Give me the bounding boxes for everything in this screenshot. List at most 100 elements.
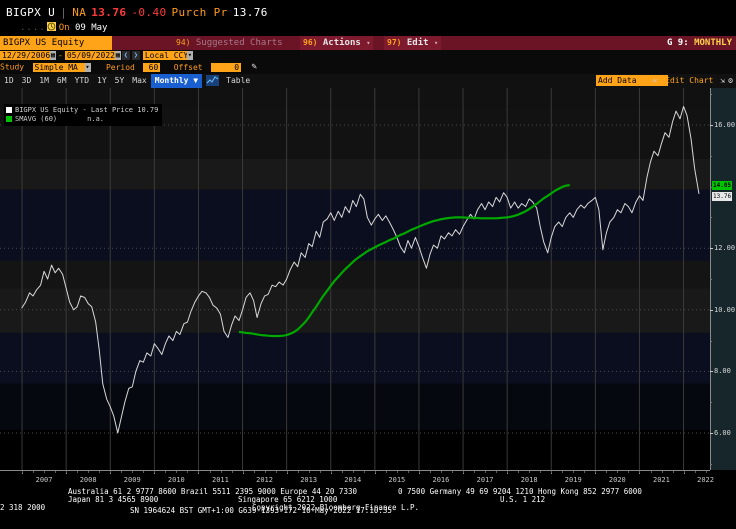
interval-selector-bar: 1D 3D 1M 6M YTD 1Y 5Y Max Monthly ▼ Table Add Dat… (0, 74, 736, 89)
x-tick-minor (176, 471, 178, 473)
x-tick-label: 2009 (123, 476, 141, 484)
interval-dropdown-monthly[interactable]: Monthly ▼ (150, 74, 203, 88)
pencil-icon[interactable]: ✎ (251, 62, 257, 72)
line-chart-icon[interactable] (206, 75, 220, 86)
x-tick-minor (474, 471, 476, 473)
expand-icon[interactable]: ⇲ (720, 76, 726, 85)
edit-chart-button[interactable]: Edit Chart (665, 76, 714, 85)
footer-contacts-line1-left: Australia 61 2 9777 8600 Brazil 5511 239… (68, 487, 357, 496)
legend-series1-name: BIGPX US Equity (15, 106, 79, 114)
x-tick-minor (187, 471, 189, 473)
footer-contacts-line2-right: U.S. 1 212 (500, 495, 546, 504)
y-axis[interactable]: 14.05 13.76 16.00 12.00 10.00 8.00 6.00 (710, 88, 736, 470)
x-tick-minor (639, 471, 641, 473)
x-tick-minor (374, 471, 376, 473)
footer-copyright: Copyright 2022 Bloomberg Finance L.P. (252, 503, 420, 512)
x-tick-minor (683, 471, 685, 473)
security-ticker[interactable]: BIGPX U (6, 6, 56, 19)
x-tick-minor (363, 471, 365, 473)
currency-select[interactable]: Local CCY (142, 51, 189, 60)
x-tick-minor (540, 471, 542, 473)
period-button-1m[interactable]: 1M (39, 76, 49, 85)
x-tick-minor (209, 471, 211, 473)
period-button-1y[interactable]: 1Y (97, 76, 107, 85)
edit-label: Edit (406, 38, 429, 48)
period-button-1d[interactable]: 1D (4, 76, 14, 85)
legend-series2-value: n.a. (87, 115, 105, 123)
edit-menu-button[interactable]: 97) Edit ▾ (384, 36, 442, 50)
offset-input[interactable]: 0 (211, 62, 242, 72)
x-tick-minor (154, 471, 156, 473)
period-button-3d[interactable]: 3D (21, 76, 32, 85)
interval-label: Monthly (154, 76, 189, 85)
x-tick-minor (573, 471, 575, 473)
y-tick-minor (710, 186, 712, 188)
as-of-line: .... On 09 May (20, 22, 107, 34)
screen-mode: MONTHLY (694, 38, 732, 48)
footer-contacts-line2-cont: 2 318 2000 (0, 503, 46, 512)
table-view-button[interactable]: Table (226, 76, 251, 85)
title-ticker-field[interactable]: BIGPX US Equity (0, 36, 112, 50)
study-row: Study Simple MA ▾ Period 60 Offset 0 ✎ (0, 62, 257, 73)
y-tick-label: 12.00 (714, 244, 736, 253)
x-tick-label: 2013 (300, 476, 318, 484)
x-tick-label: 2019 (564, 476, 582, 484)
calendar-icon-from[interactable]: ▦ (50, 51, 56, 60)
x-axis[interactable]: 2007 2008 2009 2010 2011 2012 2013 2014 2015 2016… (0, 470, 736, 486)
y-tick-minor (710, 402, 712, 404)
chevron-down-icon: ▼ (193, 76, 199, 85)
suggested-charts-number: 94) (176, 38, 191, 47)
x-tick-minor (121, 471, 123, 473)
actions-number: 96) (303, 38, 318, 47)
add-data-input[interactable]: Add Data (596, 75, 668, 86)
quote-currency: NA (72, 6, 87, 19)
study-dropdown-icon[interactable]: ▾ (84, 62, 91, 72)
ma-price-tag: 14.05 (712, 181, 733, 191)
period-label: Period (105, 62, 135, 72)
calendar-icon-to[interactable]: ▦ (114, 51, 121, 60)
y-tick-label: 10.00 (714, 305, 736, 314)
y-tick-mark (710, 309, 713, 311)
x-tick-label: 2015 (388, 476, 406, 484)
suggested-charts-button[interactable]: 94) Suggested Charts (176, 36, 283, 50)
x-tick-minor (463, 471, 464, 473)
x-tick-label: 2014 (344, 476, 362, 484)
x-tick-minor (396, 471, 398, 473)
slash-separator: / (660, 76, 666, 85)
period-button-max[interactable]: Max (132, 76, 147, 85)
plot-canvas[interactable] (0, 88, 710, 470)
function-title-bar: BIGPX US Equity 94) Suggested Charts 96)… (0, 36, 736, 50)
range-prev-button[interactable]: ❮ (121, 51, 130, 60)
range-next-button[interactable]: ❯ (131, 51, 140, 60)
x-tick-label: 2016 (432, 476, 450, 484)
gear-icon[interactable]: ⚙ (728, 76, 733, 85)
period-button-5y[interactable]: 5Y (114, 76, 125, 85)
security-header: BIGPX U | NA 13.76 -0.40 Purch Pr 13.76 .... On… (0, 0, 736, 36)
date-range-dash: - (58, 51, 63, 60)
study-select[interactable]: Simple MA (32, 62, 85, 72)
x-tick-minor (617, 471, 619, 473)
period-button-6m[interactable]: 6M (56, 76, 67, 85)
period-input[interactable]: 60 (143, 62, 161, 72)
x-tick-minor (694, 471, 696, 473)
study-label: Study (0, 62, 25, 72)
period-button-ytd[interactable]: YTD (74, 76, 90, 85)
date-from-input[interactable]: 12/29/2006 (0, 51, 51, 60)
x-tick-minor (55, 471, 57, 473)
currency-dropdown-icon[interactable]: ▾ (186, 51, 193, 60)
x-tick-minor (143, 471, 145, 473)
as-of-date: 09 May (74, 23, 108, 33)
x-tick-minor (286, 471, 288, 473)
x-tick-minor (319, 471, 321, 473)
x-tick-minor (22, 471, 23, 473)
collapse-icon[interactable]: « (652, 76, 658, 85)
legend-row-smavg: SMAVG (60) n.a. (6, 115, 158, 124)
footer-contacts-line2-mid: Singapore 65 6212 1000 (238, 495, 338, 504)
y-tick-mark (710, 248, 713, 250)
x-tick-minor (308, 471, 310, 473)
x-tick-minor (297, 471, 299, 473)
chevron-down-icon: ▾ (433, 39, 439, 47)
x-tick-minor (66, 471, 68, 473)
actions-menu-button[interactable]: 96) Actions ▾ (300, 36, 374, 50)
date-to-input[interactable]: 05/09/2022 (64, 51, 115, 60)
